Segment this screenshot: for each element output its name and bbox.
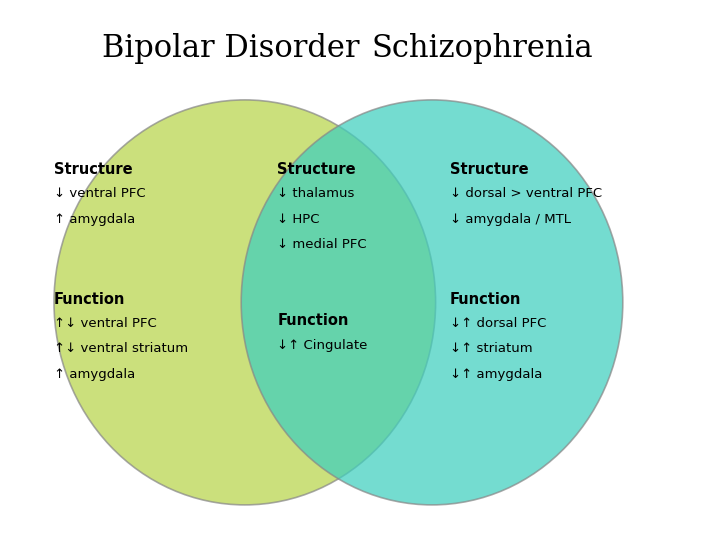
Text: Function: Function	[54, 292, 125, 307]
Ellipse shape	[54, 100, 436, 505]
Text: ↑↓ ventral PFC: ↑↓ ventral PFC	[54, 317, 157, 330]
Text: ↓ medial PFC: ↓ medial PFC	[277, 238, 366, 251]
Text: ↑ amygdala: ↑ amygdala	[54, 368, 135, 381]
Text: ↓↑ Cingulate: ↓↑ Cingulate	[277, 339, 368, 352]
Text: ↓ thalamus: ↓ thalamus	[277, 187, 354, 200]
Text: ↑ amygdala: ↑ amygdala	[54, 213, 135, 226]
Text: ↓ dorsal > ventral PFC: ↓ dorsal > ventral PFC	[450, 187, 602, 200]
Ellipse shape	[241, 100, 623, 505]
Text: ↓↑ dorsal PFC: ↓↑ dorsal PFC	[450, 317, 546, 330]
Text: ↑↓ ventral striatum: ↑↓ ventral striatum	[54, 342, 188, 355]
Text: Function: Function	[450, 292, 521, 307]
Text: ↓↑ striatum: ↓↑ striatum	[450, 342, 533, 355]
Text: Structure: Structure	[450, 162, 528, 177]
Text: Function: Function	[277, 313, 348, 328]
Text: Structure: Structure	[277, 162, 356, 177]
Text: ↓ amygdala / MTL: ↓ amygdala / MTL	[450, 213, 571, 226]
Text: Bipolar Disorder: Bipolar Disorder	[102, 33, 359, 64]
Text: ↓ ventral PFC: ↓ ventral PFC	[54, 187, 145, 200]
Text: Schizophrenia: Schizophrenia	[372, 33, 593, 64]
Text: ↓ HPC: ↓ HPC	[277, 213, 320, 226]
Text: Structure: Structure	[54, 162, 132, 177]
Text: ↓↑ amygdala: ↓↑ amygdala	[450, 368, 542, 381]
